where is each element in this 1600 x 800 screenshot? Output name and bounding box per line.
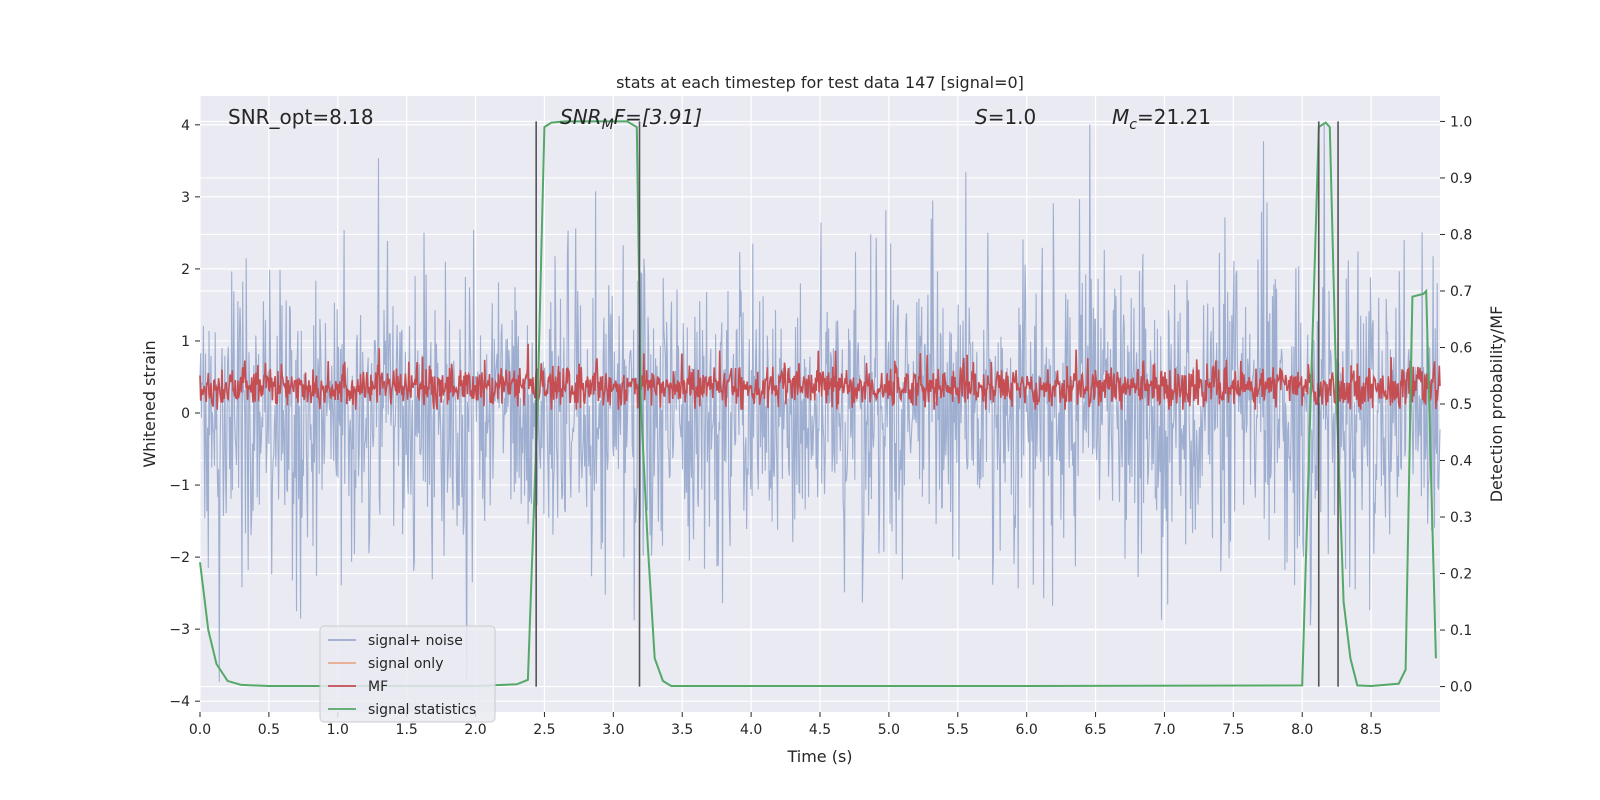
legend-label-signal-statistics: signal statistics bbox=[368, 702, 476, 718]
legend-label-signal-only: signal only bbox=[368, 656, 443, 672]
y-right-tick-label: 0.2 bbox=[1450, 567, 1472, 583]
x-tick-label: 8.5 bbox=[1360, 722, 1382, 738]
x-tick-label: 7.5 bbox=[1222, 722, 1244, 738]
y-tick-label: 1 bbox=[181, 334, 190, 350]
x-tick-label: 0.5 bbox=[258, 722, 280, 738]
legend-label-mf: MF bbox=[368, 679, 388, 695]
y-axis-title: Whitened strain bbox=[140, 340, 159, 467]
x-axis-title: Time (s) bbox=[786, 747, 852, 766]
x-tick-label: 1.5 bbox=[396, 722, 418, 738]
x-tick-label: 0.0 bbox=[189, 722, 211, 738]
annotation-mc: Mc=21.21 bbox=[1112, 105, 1211, 133]
x-tick-label: 3.0 bbox=[602, 722, 624, 738]
y-tick-label: −4 bbox=[169, 694, 190, 710]
y-tick-label: −3 bbox=[169, 622, 190, 638]
y-right-tick-label: 0.0 bbox=[1450, 680, 1472, 696]
x-tick-label: 3.5 bbox=[671, 722, 693, 738]
x-tick-label: 4.5 bbox=[809, 722, 831, 738]
signal-noise-line bbox=[199, 124, 1441, 682]
y-tick-label: 4 bbox=[181, 118, 190, 134]
y-right-tick-label: 0.9 bbox=[1450, 171, 1472, 187]
x-tick-label: 5.5 bbox=[947, 722, 969, 738]
y-tick-label: 2 bbox=[181, 262, 190, 278]
y-right-tick-label: 0.7 bbox=[1450, 284, 1472, 300]
y-right-tick-label: 0.8 bbox=[1450, 227, 1472, 243]
x-tick-label: 4.0 bbox=[740, 722, 762, 738]
x-tick-label: 5.0 bbox=[878, 722, 900, 738]
annotation-s: S=1.0 bbox=[975, 105, 1036, 129]
y-right-axis-title: Detection probability/MF bbox=[1487, 306, 1506, 503]
x-tick-label: 6.0 bbox=[1016, 722, 1038, 738]
annotation-snr-opt: SNR_opt=8.18 bbox=[228, 105, 374, 129]
y-tick-label: −1 bbox=[169, 478, 190, 494]
y-right-tick-label: 0.6 bbox=[1450, 340, 1472, 356]
axes: 0.0 0.5 1.0 1.5 2.0 2.5 3.0 3.5 4.0 4.5 5.0 5.5 6.0 6… bbox=[169, 114, 1472, 738]
x-tick-label: 2.0 bbox=[464, 722, 486, 738]
y-tick-label: −2 bbox=[169, 550, 190, 566]
annotation-snr-mf: SNRMF=[3.91] bbox=[560, 105, 702, 133]
x-tick-label: 1.0 bbox=[327, 722, 349, 738]
y-tick-label: 0 bbox=[181, 406, 190, 422]
y-right-tick-label: 0.4 bbox=[1450, 454, 1472, 470]
y-tick-label: 3 bbox=[181, 190, 190, 206]
x-tick-label: 6.5 bbox=[1084, 722, 1106, 738]
y-right-tick-label: 0.5 bbox=[1450, 397, 1472, 413]
y-right-tick-label: 0.1 bbox=[1450, 623, 1472, 639]
chart-title: stats at each timestep for test data 147… bbox=[616, 73, 1024, 92]
mf-line bbox=[199, 343, 1441, 410]
legend-label-signal-noise: signal+ noise bbox=[368, 633, 463, 649]
x-tick-label: 8.0 bbox=[1291, 722, 1313, 738]
y-right-tick-label: 1.0 bbox=[1450, 114, 1472, 130]
x-tick-label: 7.0 bbox=[1153, 722, 1175, 738]
y-right-tick-label: 0.3 bbox=[1450, 510, 1472, 526]
legend: signal+ noise signal only MF signal stat… bbox=[319, 625, 496, 723]
x-tick-label: 2.5 bbox=[533, 722, 555, 738]
legend-box bbox=[319, 625, 496, 723]
